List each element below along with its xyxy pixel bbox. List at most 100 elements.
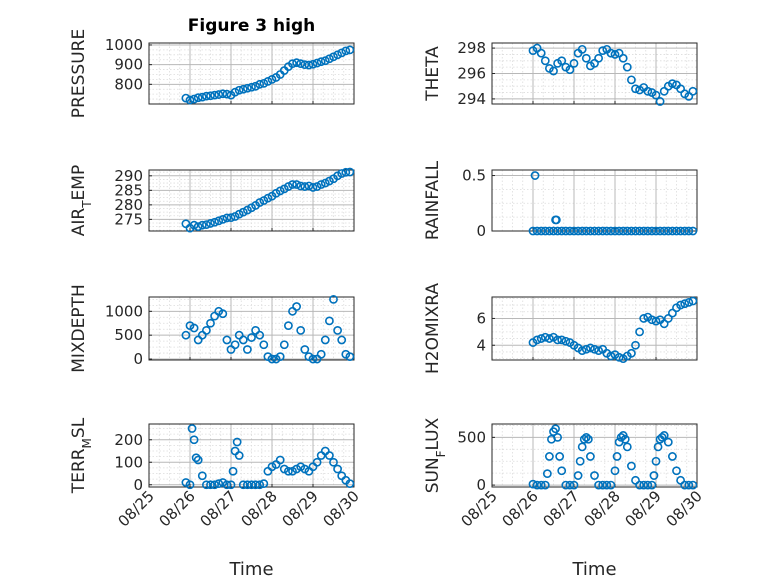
y-tick-label: 800 — [114, 75, 143, 93]
data-point — [688, 480, 698, 490]
data-point — [255, 79, 265, 89]
data-point — [337, 169, 347, 178]
data-point — [639, 226, 649, 236]
data-point — [201, 480, 211, 490]
data-point — [304, 60, 314, 70]
data-point — [238, 84, 248, 94]
data-point — [288, 180, 297, 189]
data-point — [586, 343, 595, 353]
data-point — [191, 453, 201, 463]
data-point — [255, 480, 265, 490]
y-tick-label: 0 — [476, 476, 486, 494]
data-point — [197, 220, 207, 230]
data-point — [612, 452, 622, 461]
subplot-sun_flux: 050008/2508/2608/2708/2808/2908/30TimeSU… — [423, 417, 706, 580]
data-point — [590, 471, 599, 480]
data-point — [324, 451, 334, 460]
y-axis-label: AIRTEMP — [69, 165, 94, 236]
x-axis-label: Time — [571, 559, 616, 580]
data-point — [542, 469, 552, 479]
data-point — [627, 348, 636, 358]
data-point — [341, 46, 351, 56]
series-markers — [181, 45, 355, 105]
data-point — [234, 451, 244, 460]
data-point — [189, 94, 199, 104]
data-point — [528, 226, 538, 236]
data-point — [614, 226, 624, 236]
data-point — [308, 354, 318, 364]
data-point — [312, 457, 322, 467]
data-point — [651, 226, 661, 236]
data-point — [316, 57, 326, 67]
data-point — [206, 480, 215, 490]
data-point — [590, 344, 599, 354]
axes-box — [491, 169, 698, 232]
data-point — [341, 167, 351, 177]
subplot-terr_msl: 010020008/2508/2608/2708/2808/2908/30Tim… — [69, 417, 363, 580]
data-point — [569, 480, 579, 490]
y-tick-label: 4 — [476, 336, 486, 354]
data-point — [267, 75, 277, 84]
data-point — [316, 180, 326, 189]
data-point — [663, 437, 673, 447]
data-point — [651, 316, 661, 326]
data-point — [324, 316, 334, 326]
data-point — [657, 432, 667, 442]
y-axis-label: MIXDEPTH — [69, 284, 89, 373]
data-point — [345, 479, 355, 489]
data-point — [649, 471, 659, 480]
x-tick-label: 08/29 — [622, 487, 665, 530]
y-axis-label: SUNFLUX — [423, 417, 448, 493]
data-point — [333, 50, 342, 60]
data-point — [308, 59, 318, 69]
subplot-rainfall: 0 0.5 RAINFALL — [423, 160, 698, 240]
subplot-mixdepth: 0 500 1000 MIXDEPTH — [69, 284, 355, 373]
data-point — [242, 480, 252, 490]
data-point — [610, 50, 620, 59]
data-point — [181, 93, 191, 103]
data-point — [292, 180, 301, 189]
data-point — [247, 333, 256, 342]
data-point — [197, 92, 207, 102]
data-point — [551, 424, 560, 434]
data-point — [680, 226, 690, 236]
data-point — [345, 167, 355, 177]
subplot-theta: 294 296 298 THETA — [423, 39, 698, 108]
data-point — [210, 90, 219, 100]
data-point — [594, 346, 603, 356]
x-axis-label: Time — [228, 559, 273, 580]
data-point — [647, 226, 657, 236]
y-axis-label: RAINFALL — [423, 160, 443, 240]
data-point — [622, 442, 632, 452]
y-tick-label: 1000 — [105, 302, 143, 320]
data-point — [337, 335, 347, 345]
data-point — [329, 294, 338, 304]
data-point — [569, 58, 579, 68]
data-point — [197, 471, 207, 481]
data-point — [663, 226, 673, 236]
axes-frame — [491, 423, 698, 488]
data-point — [545, 452, 554, 461]
data-point — [536, 226, 546, 236]
data-point — [631, 340, 640, 350]
y-tick-label: 0 — [133, 350, 143, 368]
data-point — [320, 56, 330, 66]
data-point — [586, 226, 595, 236]
data-point — [676, 300, 685, 310]
data-point — [614, 352, 624, 362]
data-point — [618, 226, 628, 236]
data-point — [345, 352, 355, 362]
data-point — [583, 434, 593, 444]
data-point — [627, 75, 636, 85]
data-point — [553, 226, 562, 236]
data-point — [304, 181, 314, 191]
data-point — [602, 226, 612, 236]
data-point — [659, 226, 669, 236]
data-point — [222, 335, 232, 345]
axes-frame — [148, 169, 355, 232]
data-point — [610, 226, 620, 236]
data-point — [635, 327, 644, 337]
data-point — [581, 53, 591, 63]
data-point — [296, 59, 306, 69]
